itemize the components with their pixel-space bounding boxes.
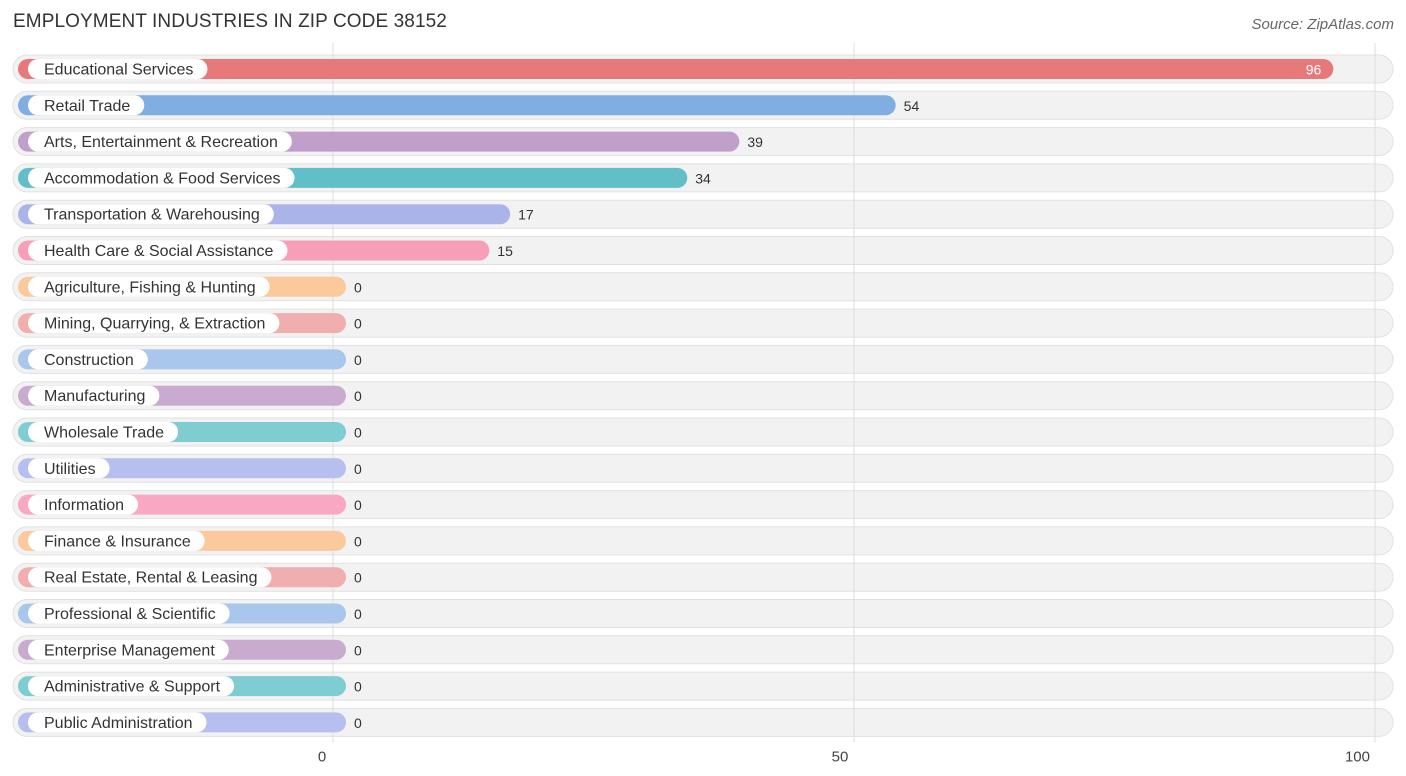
category-label: Educational Services: [44, 62, 193, 79]
x-tick-label: 0: [318, 748, 326, 765]
row-track: [12, 381, 1394, 411]
row-track: [12, 308, 1394, 338]
row-track: [12, 453, 1394, 483]
category-label-bg: [28, 167, 295, 188]
category-label-bg: [28, 349, 148, 370]
labels: Educational Services 96 Retail Trade 54 Arts…: [28, 59, 1322, 733]
value-label: 0: [354, 533, 362, 549]
value-label: 17: [518, 207, 534, 223]
category-label: Administrative & Support: [44, 679, 221, 696]
x-axis: 0 50 100: [318, 748, 1370, 765]
category-label-bg: [28, 240, 288, 261]
row-track: [12, 671, 1394, 701]
row-track: [12, 526, 1394, 556]
category-label: Arts, Entertainment & Recreation: [44, 134, 278, 151]
value-label: 0: [354, 279, 362, 295]
value-label: 15: [497, 243, 513, 259]
category-label-bg: [28, 712, 207, 733]
value-label: 0: [354, 570, 362, 586]
category-label-bg: [28, 676, 235, 697]
x-tick-label: 50: [832, 748, 849, 765]
category-label-bg: [28, 458, 110, 479]
value-label: 0: [354, 679, 362, 695]
category-label-bg: [28, 494, 139, 515]
category-label: Manufacturing: [44, 388, 145, 405]
value-label: 96: [1306, 62, 1322, 78]
source-label: Source: ZipAtlas.com: [1251, 16, 1394, 33]
category-label: Utilities: [44, 461, 96, 478]
value-label: 39: [747, 134, 763, 150]
value-label: 0: [354, 388, 362, 404]
category-label-bg: [28, 204, 274, 225]
category-label-bg: [28, 567, 272, 588]
category-label: Wholesale Trade: [44, 425, 164, 442]
category-label-bg: [28, 131, 292, 152]
category-label-bg: [28, 603, 230, 624]
row-track: [12, 272, 1394, 302]
category-label: Health Care & Social Assistance: [44, 243, 274, 260]
category-label: Real Estate, Rental & Leasing: [44, 570, 257, 587]
value-label: 0: [354, 352, 362, 368]
category-label: Enterprise Management: [44, 642, 215, 659]
category-label: Mining, Quarrying, & Extraction: [44, 316, 265, 333]
row-track: [12, 344, 1394, 374]
row-track: [12, 635, 1394, 665]
row-track: [12, 562, 1394, 592]
row-track: [12, 707, 1394, 737]
category-label-bg: [28, 276, 270, 297]
value-label: 34: [695, 170, 711, 186]
value-label: 0: [354, 461, 362, 477]
category-label-bg: [28, 95, 145, 116]
category-label: Construction: [44, 352, 134, 369]
value-label: 0: [354, 497, 362, 513]
chart-title: EMPLOYMENT INDUSTRIES IN ZIP CODE 38152: [13, 11, 447, 32]
category-label-bg: [28, 422, 179, 442]
bar: [18, 59, 1334, 79]
value-label: 0: [354, 642, 362, 658]
category-label-bg: [28, 530, 205, 551]
bar: [18, 95, 896, 116]
category-label-bg: [28, 639, 229, 660]
category-label-bg: [28, 313, 280, 334]
category-label-bg: [28, 59, 208, 79]
x-tick-label: 100: [1345, 748, 1370, 765]
value-label: 0: [354, 606, 362, 622]
row-track: [12, 417, 1394, 447]
category-label: Professional & Scientific: [44, 606, 216, 623]
value-label: 0: [354, 316, 362, 332]
value-label: 0: [354, 715, 362, 731]
row-track: [12, 599, 1394, 628]
category-label: Accommodation & Food Services: [44, 170, 281, 187]
category-label-bg: [28, 385, 160, 406]
category-label: Finance & Insurance: [44, 533, 191, 550]
value-label: 54: [904, 98, 920, 114]
category-label: Public Administration: [44, 715, 193, 732]
category-label: Information: [44, 497, 124, 514]
category-label: Agriculture, Fishing & Hunting: [44, 279, 256, 296]
row-track: [12, 490, 1394, 520]
value-label: 0: [354, 425, 362, 441]
category-label: Retail Trade: [44, 98, 130, 115]
category-label: Transportation & Warehousing: [44, 207, 260, 224]
